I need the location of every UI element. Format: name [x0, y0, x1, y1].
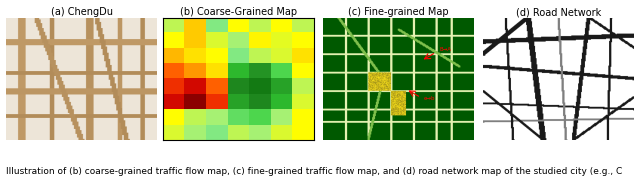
Title: (d) Road Network: (d) Road Network [516, 7, 601, 17]
Text: e→b: e→b [424, 96, 435, 101]
Title: (a) ChengDu: (a) ChengDu [51, 7, 113, 17]
Title: (c) Fine-grained Map: (c) Fine-grained Map [348, 7, 449, 17]
Text: B→A: B→A [439, 47, 451, 52]
Text: Illustration of (b) coarse-grained traffic flow map, (c) fine-grained traffic fl: Illustration of (b) coarse-grained traff… [6, 167, 623, 176]
Title: (b) Coarse-Grained Map: (b) Coarse-Grained Map [180, 7, 297, 17]
